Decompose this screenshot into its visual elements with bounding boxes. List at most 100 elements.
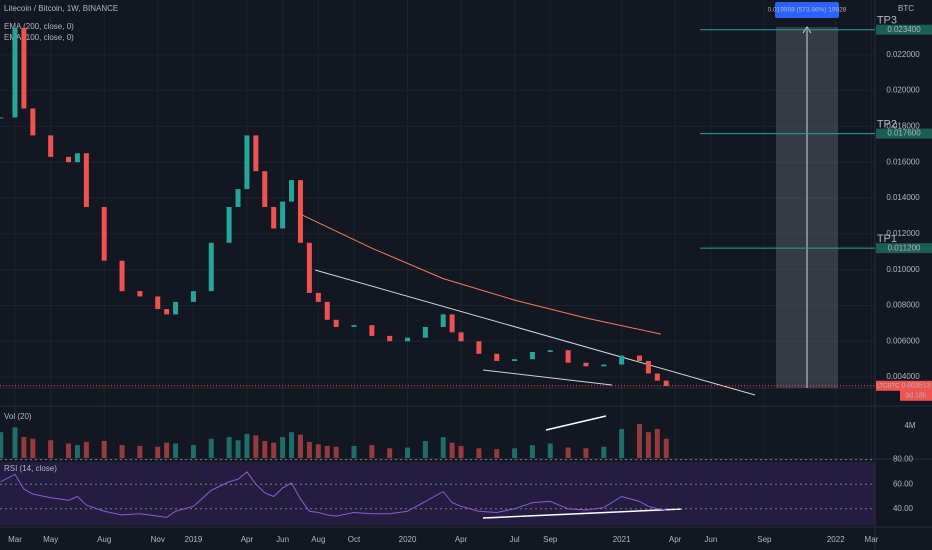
volume-bar bbox=[512, 448, 518, 458]
target-name: TP1 bbox=[877, 233, 897, 245]
volume-bar bbox=[369, 445, 375, 458]
volume-bar bbox=[619, 428, 625, 458]
volume-bar bbox=[74, 445, 80, 458]
volume-bar bbox=[565, 447, 571, 458]
legend-entry: EMA (100, close, 0) bbox=[4, 33, 74, 42]
candle bbox=[494, 353, 500, 361]
x-tick-label: Jun bbox=[704, 535, 717, 544]
candle bbox=[262, 171, 268, 207]
ema-line bbox=[300, 213, 661, 335]
y-tick-label: 0.008000 bbox=[886, 301, 920, 310]
candle bbox=[619, 355, 625, 365]
volume-bar bbox=[654, 428, 660, 458]
candle bbox=[173, 301, 179, 315]
x-tick-label: Mar bbox=[865, 535, 879, 544]
candle bbox=[280, 201, 286, 229]
price-box bbox=[900, 380, 932, 401]
candle bbox=[21, 27, 27, 109]
volume-bar bbox=[12, 427, 18, 458]
rsi-trendline bbox=[482, 508, 683, 519]
volume-tick-label: 4M bbox=[904, 421, 915, 430]
x-tick-label: 2020 bbox=[399, 535, 417, 544]
volume-bar bbox=[137, 445, 143, 458]
candle bbox=[208, 242, 214, 292]
rsi-tick-label: 60.00 bbox=[893, 479, 914, 488]
candle bbox=[235, 189, 241, 207]
candle bbox=[333, 319, 339, 327]
volume-bar bbox=[155, 446, 161, 458]
volume-arrow bbox=[545, 415, 607, 431]
volume-bar bbox=[494, 449, 500, 458]
volume-bar bbox=[164, 442, 170, 458]
volume-bar bbox=[235, 440, 241, 458]
candle bbox=[458, 332, 464, 342]
volume-bar bbox=[271, 442, 277, 458]
y-tick-label: 0.012000 bbox=[886, 229, 920, 238]
candle bbox=[155, 296, 161, 310]
volume-bar bbox=[66, 443, 72, 458]
x-tick-label: 2019 bbox=[185, 535, 203, 544]
x-tick-label: Apr bbox=[455, 535, 468, 544]
candle bbox=[654, 373, 660, 381]
volume-bar bbox=[280, 437, 286, 458]
candle bbox=[12, 27, 18, 118]
volume-bar bbox=[547, 443, 553, 458]
volume-bar bbox=[21, 437, 27, 458]
volume-bar bbox=[30, 438, 36, 458]
symbol-box bbox=[876, 380, 900, 391]
volume-bar bbox=[458, 445, 464, 458]
y-tick-label: 0.020000 bbox=[886, 86, 920, 95]
volume-bar bbox=[83, 441, 89, 458]
volume-bar bbox=[173, 443, 179, 458]
target-name: TP3 bbox=[877, 15, 897, 27]
x-tick-label: 2022 bbox=[827, 535, 845, 544]
candle bbox=[369, 325, 375, 336]
candle bbox=[101, 206, 107, 261]
rsi-band bbox=[0, 462, 875, 525]
volume-bar bbox=[663, 438, 669, 458]
candle bbox=[663, 380, 669, 387]
candle bbox=[422, 326, 428, 338]
volume-title: Vol (20) bbox=[4, 412, 32, 421]
countdown: 3d 18h bbox=[905, 393, 927, 400]
candle bbox=[306, 242, 312, 293]
arrow-head bbox=[802, 26, 812, 34]
candle bbox=[351, 325, 357, 327]
x-tick-label: 2021 bbox=[613, 535, 631, 544]
price-label: 0.003513 bbox=[901, 383, 930, 390]
x-tick-label: Apr bbox=[669, 535, 682, 544]
x-tick-label: May bbox=[43, 535, 58, 544]
candle bbox=[636, 355, 642, 361]
volume-bar bbox=[190, 445, 196, 458]
volume-bar bbox=[449, 442, 455, 458]
candle bbox=[30, 108, 36, 136]
volume-bar bbox=[297, 434, 303, 458]
candle bbox=[74, 153, 80, 163]
volume-bar bbox=[645, 432, 651, 458]
volume-bar bbox=[583, 448, 589, 458]
x-tick-label: Nov bbox=[151, 535, 165, 544]
candle bbox=[547, 350, 553, 353]
volume-bar bbox=[208, 438, 214, 458]
x-tick-label: Jul bbox=[509, 535, 519, 544]
volume-bar bbox=[476, 448, 482, 458]
volume-bar bbox=[405, 447, 411, 458]
volume-bar bbox=[324, 445, 330, 458]
y-tick-label: 0.016000 bbox=[886, 157, 920, 166]
x-tick-label: Aug bbox=[97, 535, 111, 544]
projection-label-box bbox=[775, 2, 839, 18]
target-box bbox=[876, 24, 932, 35]
candle bbox=[583, 362, 589, 367]
candle bbox=[244, 135, 250, 190]
volume-bar bbox=[253, 435, 259, 458]
volume-bar bbox=[262, 441, 268, 458]
rsi-title: RSI (14, close) bbox=[4, 464, 57, 473]
legend-entry: EMA (200, close, 0) bbox=[4, 22, 74, 31]
candle bbox=[137, 291, 143, 297]
candle bbox=[83, 153, 89, 207]
candle bbox=[226, 206, 232, 243]
x-tick-label: Sep bbox=[543, 535, 558, 544]
x-tick-label: Apr bbox=[241, 535, 254, 544]
